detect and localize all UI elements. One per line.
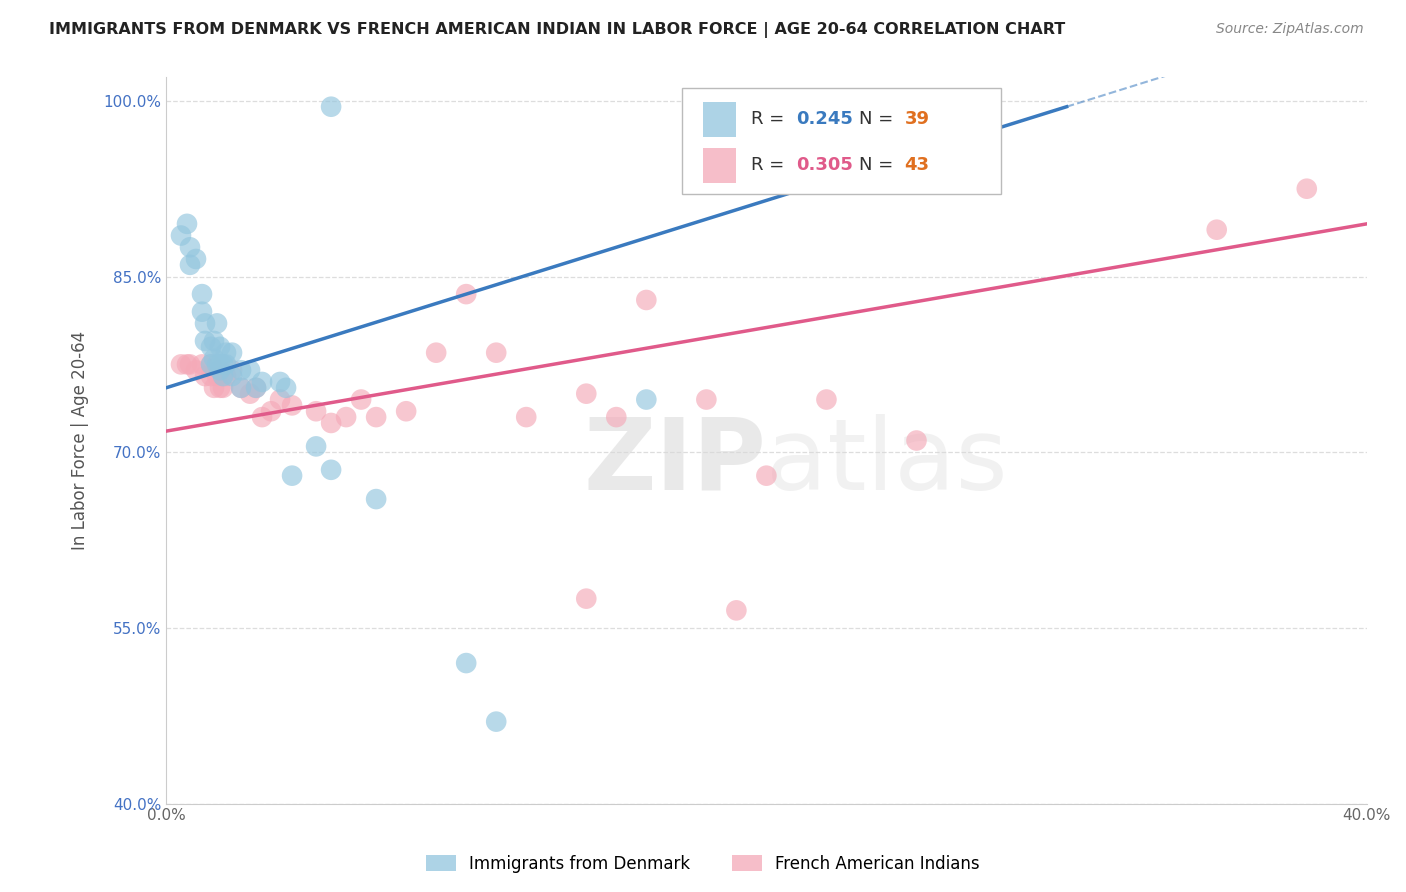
Point bbox=[335, 410, 357, 425]
Text: 43: 43 bbox=[904, 156, 929, 175]
Point bbox=[179, 258, 201, 272]
Point bbox=[755, 468, 778, 483]
Point bbox=[425, 345, 447, 359]
Point bbox=[202, 351, 225, 366]
Point bbox=[269, 392, 291, 407]
Y-axis label: In Labor Force | Age 20-64: In Labor Force | Age 20-64 bbox=[72, 331, 89, 550]
Bar bbox=[703, 148, 737, 183]
Point bbox=[239, 363, 262, 377]
Point bbox=[636, 293, 658, 307]
Text: N =: N = bbox=[859, 111, 898, 128]
Point bbox=[605, 410, 627, 425]
Point bbox=[366, 492, 388, 507]
Text: 0.245: 0.245 bbox=[796, 111, 853, 128]
Point bbox=[575, 386, 598, 401]
Point bbox=[575, 591, 598, 606]
Text: IMMIGRANTS FROM DENMARK VS FRENCH AMERICAN INDIAN IN LABOR FORCE | AGE 20-64 COR: IMMIGRANTS FROM DENMARK VS FRENCH AMERIC… bbox=[49, 22, 1066, 38]
Point bbox=[815, 392, 838, 407]
Point bbox=[305, 404, 328, 418]
Point bbox=[179, 240, 201, 254]
Bar bbox=[703, 102, 737, 137]
Point bbox=[208, 340, 231, 354]
Text: 0.305: 0.305 bbox=[796, 156, 853, 175]
Point bbox=[636, 392, 658, 407]
Point bbox=[215, 369, 238, 384]
FancyBboxPatch shape bbox=[682, 88, 1001, 194]
Point bbox=[191, 304, 214, 318]
Point bbox=[229, 381, 252, 395]
Point bbox=[456, 287, 478, 301]
Point bbox=[205, 369, 228, 384]
Point bbox=[395, 404, 418, 418]
Point bbox=[250, 410, 273, 425]
Point bbox=[200, 358, 222, 372]
Text: N =: N = bbox=[859, 156, 898, 175]
Point bbox=[184, 252, 207, 266]
Point bbox=[274, 381, 297, 395]
Point bbox=[239, 386, 262, 401]
Point bbox=[176, 217, 198, 231]
Point bbox=[319, 100, 342, 114]
Point bbox=[202, 334, 225, 348]
Point bbox=[208, 381, 231, 395]
Point bbox=[260, 404, 283, 418]
Point bbox=[1295, 182, 1317, 196]
Point bbox=[194, 334, 217, 348]
Point bbox=[245, 381, 267, 395]
Point bbox=[194, 317, 217, 331]
Point bbox=[319, 463, 342, 477]
Point bbox=[179, 358, 201, 372]
Point bbox=[208, 358, 231, 372]
Point bbox=[221, 345, 243, 359]
Point bbox=[212, 358, 235, 372]
Point bbox=[208, 363, 231, 377]
Text: R =: R = bbox=[751, 111, 790, 128]
Point bbox=[170, 228, 193, 243]
Point bbox=[319, 416, 342, 430]
Point bbox=[184, 363, 207, 377]
Point bbox=[170, 358, 193, 372]
Point bbox=[194, 369, 217, 384]
Point bbox=[205, 317, 228, 331]
Point bbox=[250, 375, 273, 389]
Point bbox=[281, 468, 304, 483]
Point bbox=[191, 358, 214, 372]
Point bbox=[245, 381, 267, 395]
Legend: Immigrants from Denmark, French American Indians: Immigrants from Denmark, French American… bbox=[419, 848, 987, 880]
Point bbox=[269, 375, 291, 389]
Point bbox=[485, 345, 508, 359]
Point bbox=[212, 369, 235, 384]
Point bbox=[221, 369, 243, 384]
Point bbox=[366, 410, 388, 425]
Point bbox=[212, 381, 235, 395]
Point bbox=[200, 358, 222, 372]
Point bbox=[200, 369, 222, 384]
Text: 39: 39 bbox=[904, 111, 929, 128]
Point bbox=[350, 392, 373, 407]
Point bbox=[725, 603, 748, 617]
Text: ZIP: ZIP bbox=[583, 414, 766, 511]
Point bbox=[205, 358, 228, 372]
Point bbox=[202, 381, 225, 395]
Point bbox=[305, 439, 328, 453]
Point bbox=[221, 363, 243, 377]
Point bbox=[905, 434, 928, 448]
Point bbox=[281, 398, 304, 412]
Point bbox=[191, 287, 214, 301]
Point bbox=[229, 363, 252, 377]
Point bbox=[176, 358, 198, 372]
Point bbox=[456, 656, 478, 670]
Point bbox=[208, 363, 231, 377]
Point bbox=[200, 340, 222, 354]
Point bbox=[485, 714, 508, 729]
Point bbox=[215, 345, 238, 359]
Point bbox=[229, 381, 252, 395]
Point bbox=[1205, 223, 1227, 237]
Point bbox=[515, 410, 537, 425]
Text: R =: R = bbox=[751, 156, 790, 175]
Text: Source: ZipAtlas.com: Source: ZipAtlas.com bbox=[1216, 22, 1364, 37]
Point bbox=[695, 392, 717, 407]
Text: atlas: atlas bbox=[766, 414, 1008, 511]
Point bbox=[215, 358, 238, 372]
